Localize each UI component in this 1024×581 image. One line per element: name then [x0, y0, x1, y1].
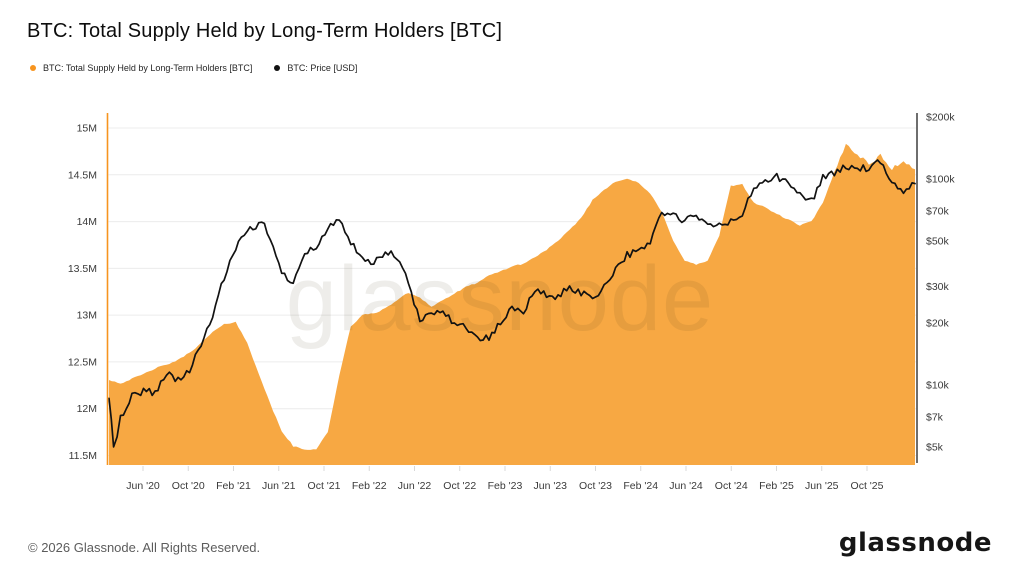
page-title: BTC: Total Supply Held by Long-Term Hold… — [27, 20, 503, 42]
y-axis-label-left: 11.5M — [69, 450, 97, 462]
supply-area — [109, 143, 915, 465]
x-axis-label: Oct '21 — [308, 480, 341, 492]
x-axis-label: Feb '22 — [352, 480, 387, 492]
legend-label-price: BTC: Price [USD] — [287, 63, 358, 73]
x-axis-label: Jun '25 — [805, 480, 839, 492]
x-axis-label: Jun '22 — [398, 480, 432, 492]
x-axis-label: Jun '24 — [669, 480, 703, 492]
price-series-dot-icon — [274, 65, 281, 71]
y-axis-label-right: $7k — [926, 411, 944, 423]
x-axis-label: Feb '24 — [623, 480, 658, 492]
glassnode-watermark: glassnode — [286, 248, 714, 350]
legend-item-price[interactable]: BTC: Price [USD] — [274, 63, 357, 73]
y-axis-label-left: 15M — [77, 123, 97, 135]
glassnode-logo: glassnode — [838, 528, 992, 558]
x-axis-label: Jun '21 — [262, 480, 296, 492]
y-axis-label-right: $10k — [926, 380, 950, 392]
y-axis-label-left: 12.5M — [68, 356, 97, 368]
y-axis-label-right: $5k — [926, 442, 944, 454]
copyright-text: © 2026 Glassnode. All Rights Reserved. — [28, 540, 261, 555]
price-line — [108, 159, 916, 448]
y-axis-label-right: $30k — [926, 281, 950, 293]
supply-series-dot-icon — [30, 65, 36, 71]
x-axis-label: Jun '20 — [126, 480, 160, 492]
y-axis-label-right: $20k — [926, 318, 950, 330]
y-axis-label-left: 14M — [77, 216, 97, 228]
x-axis-label: Oct '24 — [715, 480, 748, 492]
x-axis-label: Oct '23 — [579, 480, 612, 492]
y-axis-label-left: 13M — [77, 310, 97, 322]
x-axis-label: Oct '22 — [443, 480, 476, 492]
y-axis-label-right: $50k — [926, 236, 950, 248]
y-axis-label-left: 12M — [77, 403, 97, 415]
y-axis-label-right: $70k — [926, 205, 950, 217]
y-axis-label-right: $200k — [926, 112, 955, 124]
legend: BTC: Total Supply Held by Long-Term Hold… — [30, 63, 357, 73]
x-axis-label: Feb '23 — [488, 480, 523, 492]
x-axis-label: Feb '21 — [216, 480, 251, 492]
x-axis-label: Oct '25 — [851, 480, 884, 492]
legend-item-supply[interactable]: BTC: Total Supply Held by Long-Term Hold… — [30, 63, 252, 73]
x-axis-label: Oct '20 — [172, 480, 205, 492]
x-axis-label: Jun '23 — [533, 480, 567, 492]
legend-label-supply: BTC: Total Supply Held by Long-Term Hold… — [43, 63, 253, 73]
y-axis-label-left: 14.5M — [68, 169, 97, 181]
y-axis-label-left: 13.5M — [68, 263, 97, 275]
y-axis-label-right: $100k — [926, 174, 955, 186]
x-axis-label: Feb '25 — [759, 480, 794, 492]
